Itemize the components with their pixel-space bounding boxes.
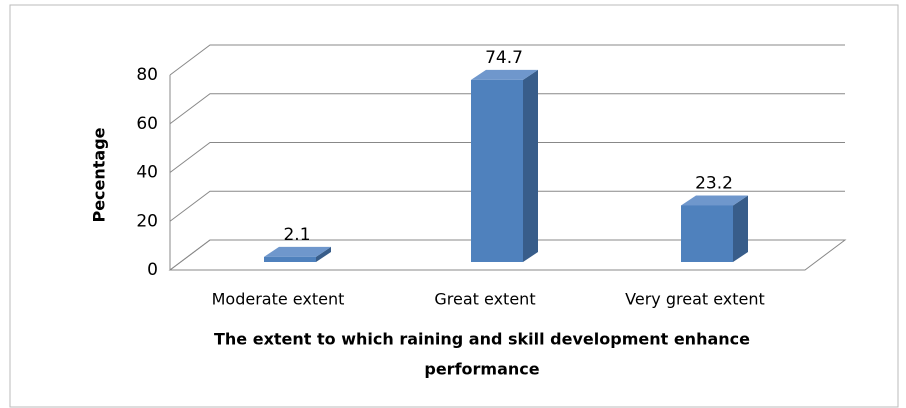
bar-top xyxy=(471,69,538,80)
bar-side xyxy=(316,246,331,262)
bar xyxy=(471,79,523,262)
data-label: 2.1 xyxy=(283,225,310,245)
y-axis-title: Pecentage xyxy=(90,127,109,222)
x-tick-label: Great extent xyxy=(434,290,535,309)
y-tick-label: 0 xyxy=(147,260,158,280)
bar xyxy=(681,205,733,262)
bar-top xyxy=(264,246,331,257)
y-tick-label: 40 xyxy=(136,163,158,183)
y-tick-label: 60 xyxy=(136,114,158,134)
grid-line xyxy=(169,142,845,173)
grid-line xyxy=(169,190,845,222)
grid-line xyxy=(169,44,845,76)
chart-border xyxy=(9,4,899,408)
x-axis-title: performance xyxy=(424,360,539,379)
bar-side xyxy=(523,69,538,262)
bar-side xyxy=(733,195,748,262)
x-tick-label: Moderate extent xyxy=(212,290,345,309)
bar-top xyxy=(681,195,748,206)
y-tick-label: 80 xyxy=(136,65,158,85)
x-tick-label: Very great extent xyxy=(625,290,765,309)
y-tick-label: 20 xyxy=(136,211,158,231)
grid-line xyxy=(169,239,845,271)
data-label: 74.7 xyxy=(485,48,523,68)
data-label: 23.2 xyxy=(695,173,733,193)
x-axis-title: The extent to which raining and skill de… xyxy=(214,330,750,349)
grid-line xyxy=(169,93,845,125)
bar xyxy=(264,256,316,262)
